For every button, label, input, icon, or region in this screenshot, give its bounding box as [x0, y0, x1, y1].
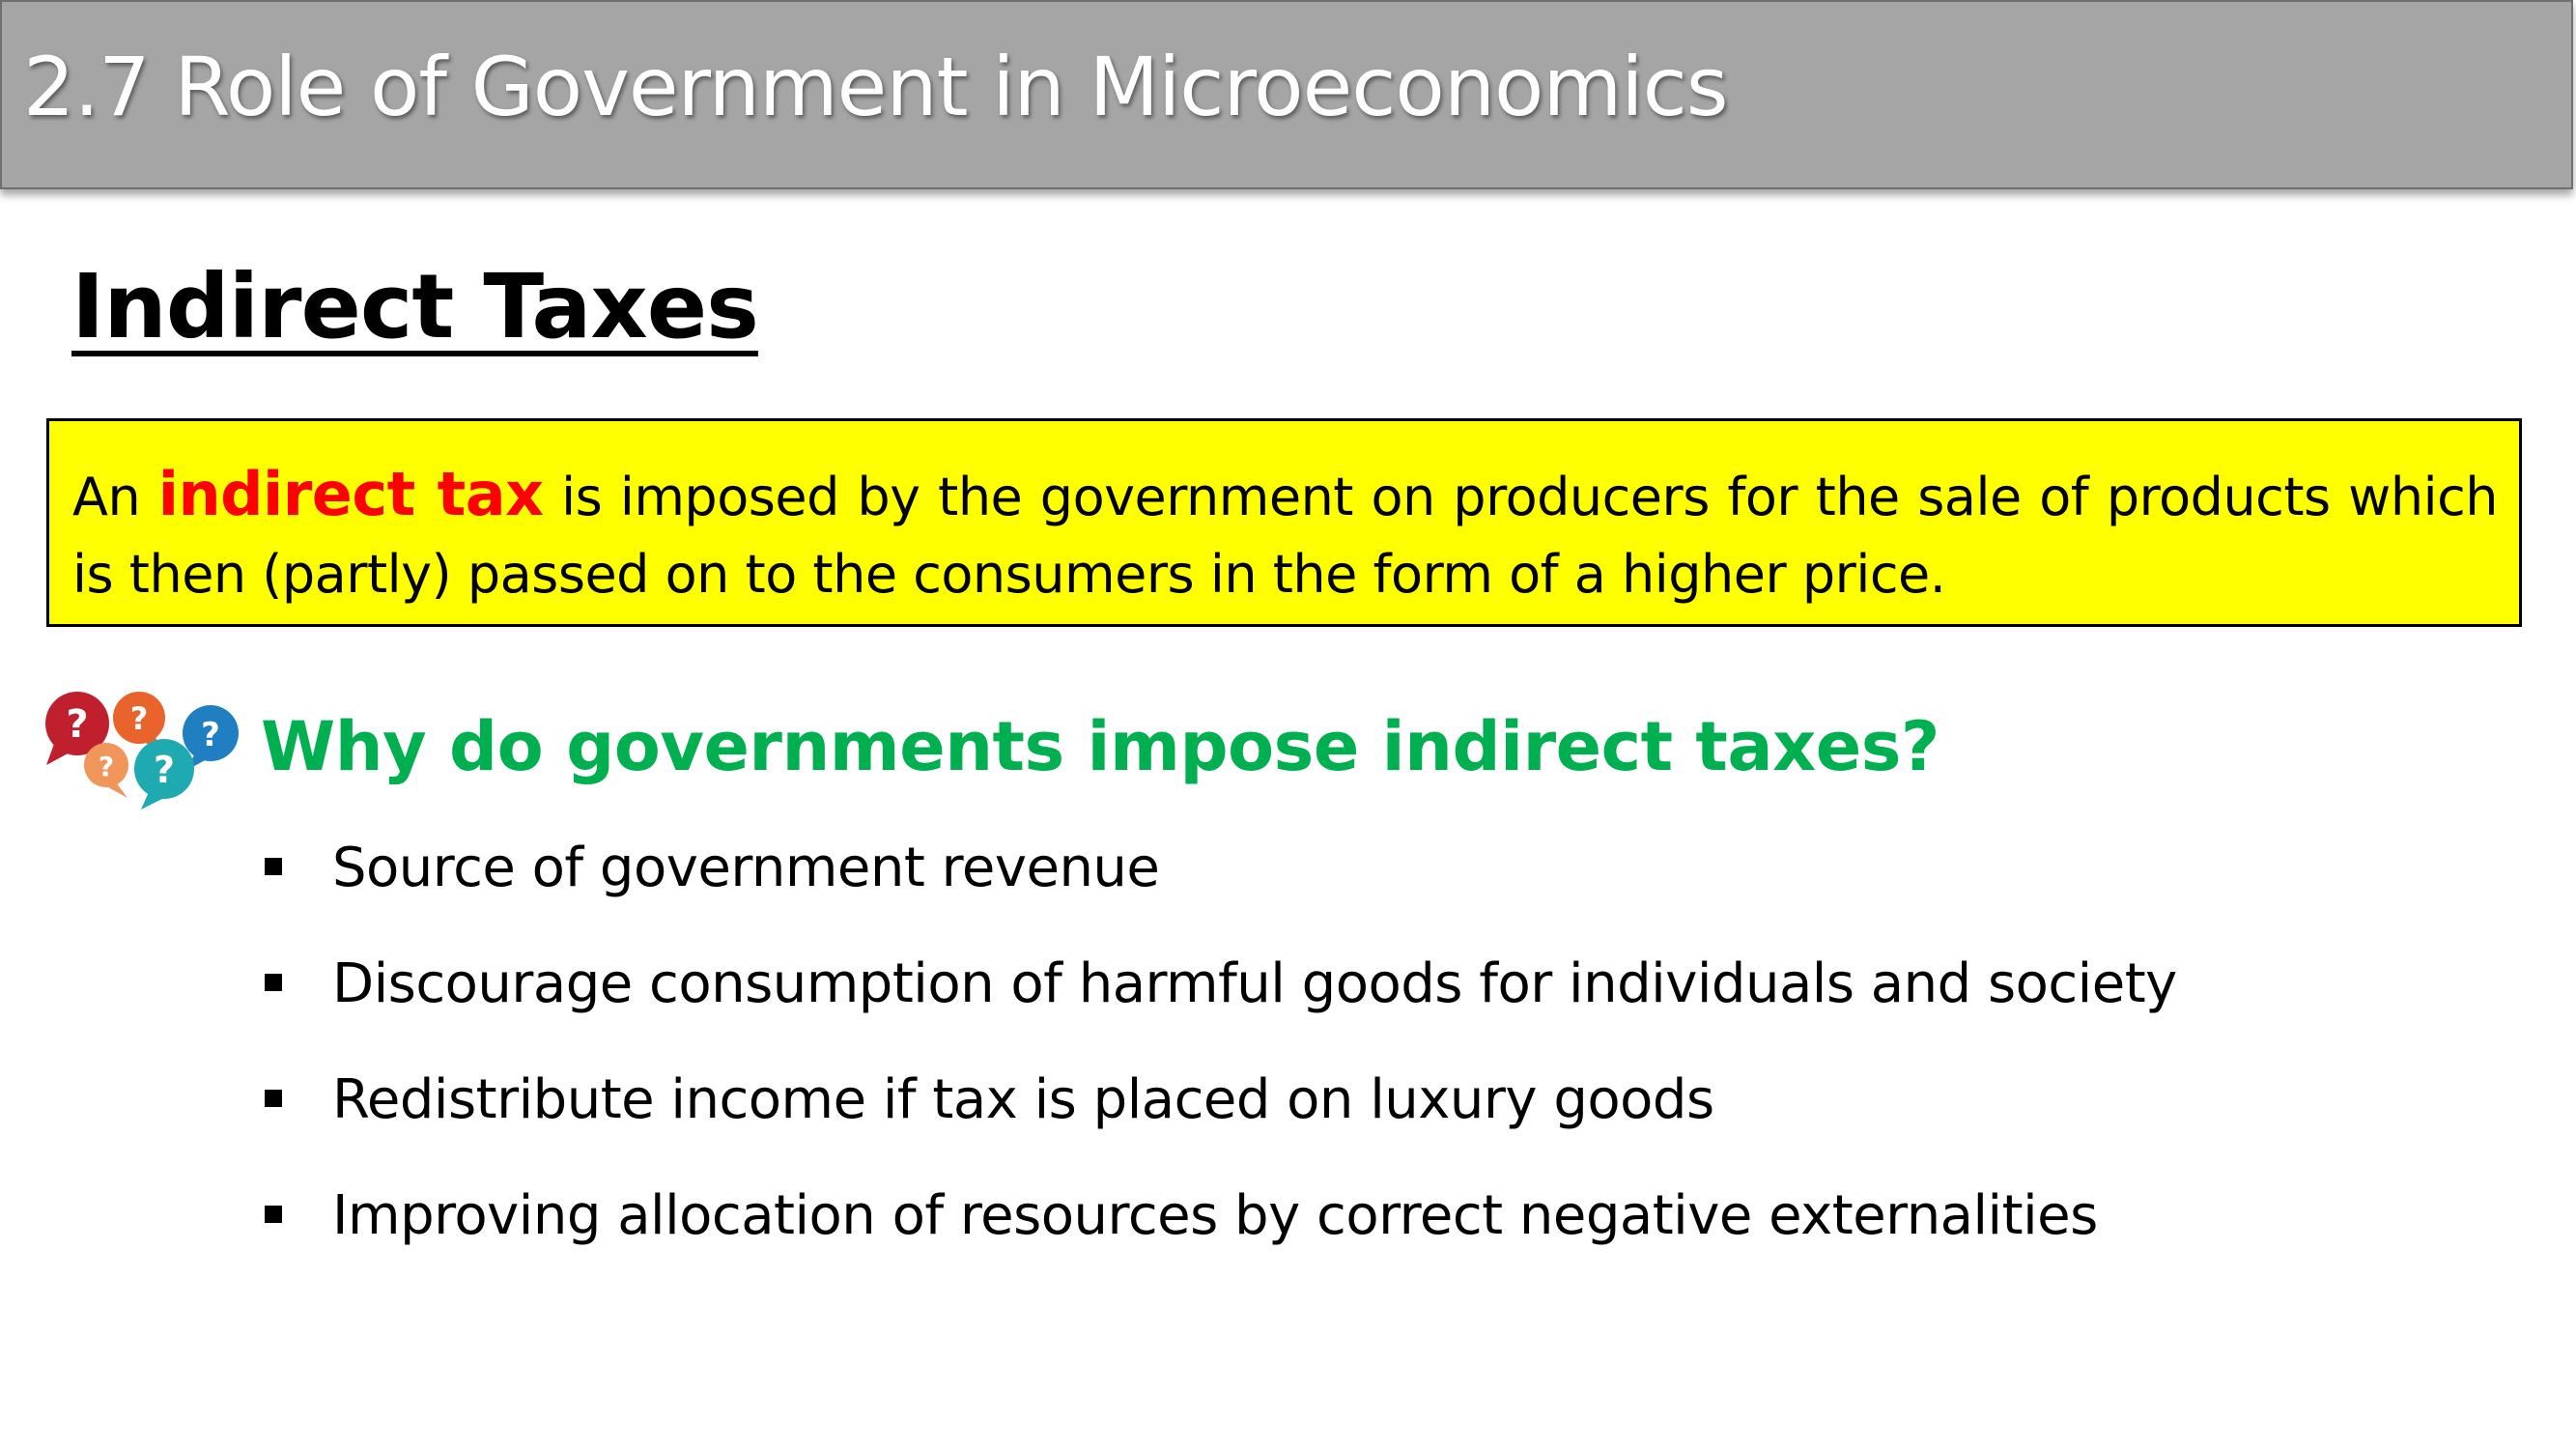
list-item: Improving allocation of resources by cor… — [261, 1180, 2177, 1296]
question-glyph: ? — [154, 749, 175, 791]
question-bubble-teal: ? — [134, 739, 194, 810]
list-item: Redistribute income if tax is placed on … — [261, 1065, 2177, 1180]
title-bar: 2.7 Role of Government in Microeconomics — [0, 0, 2573, 189]
list-item: Discourage consumption of harmful goods … — [261, 949, 2177, 1065]
definition-term: indirect tax — [157, 459, 544, 529]
reason-text: Source of government revenue — [332, 837, 1160, 899]
question-bubble-red: ? — [45, 692, 109, 765]
question-bubbles-icon: ? ? ? ? ? — [45, 692, 239, 810]
list-item: Source of government revenue — [261, 833, 2177, 949]
square-bullet-icon — [265, 858, 282, 875]
question-bubble-light-orange: ? — [84, 743, 128, 798]
reasons-list: Source of government revenue Discourage … — [261, 833, 2177, 1296]
definition-prefix: An — [72, 467, 158, 527]
definition-text: An indirect tax is imposed by the govern… — [72, 456, 2499, 613]
square-bullet-icon — [265, 1090, 282, 1107]
question-glyph: ? — [99, 751, 114, 782]
question-glyph: ? — [130, 700, 149, 737]
slide-title: 2.7 Role of Government in Microeconomics — [23, 40, 1729, 134]
question-glyph: ? — [66, 702, 88, 747]
section-heading: Indirect Taxes — [71, 255, 759, 358]
square-bullet-icon — [265, 974, 282, 991]
definition-suffix: is imposed by the government on producer… — [72, 467, 2499, 605]
square-bullet-icon — [265, 1206, 282, 1223]
reason-text: Discourage consumption of harmful goods … — [332, 952, 2177, 1015]
question-glyph: ? — [201, 716, 220, 754]
reason-text: Improving allocation of resources by cor… — [332, 1184, 2098, 1247]
reason-text: Redistribute income if tax is placed on … — [332, 1068, 1714, 1131]
definition-box: An indirect tax is imposed by the govern… — [46, 418, 2522, 627]
question-heading: Why do governments impose indirect taxes… — [261, 707, 1940, 786]
